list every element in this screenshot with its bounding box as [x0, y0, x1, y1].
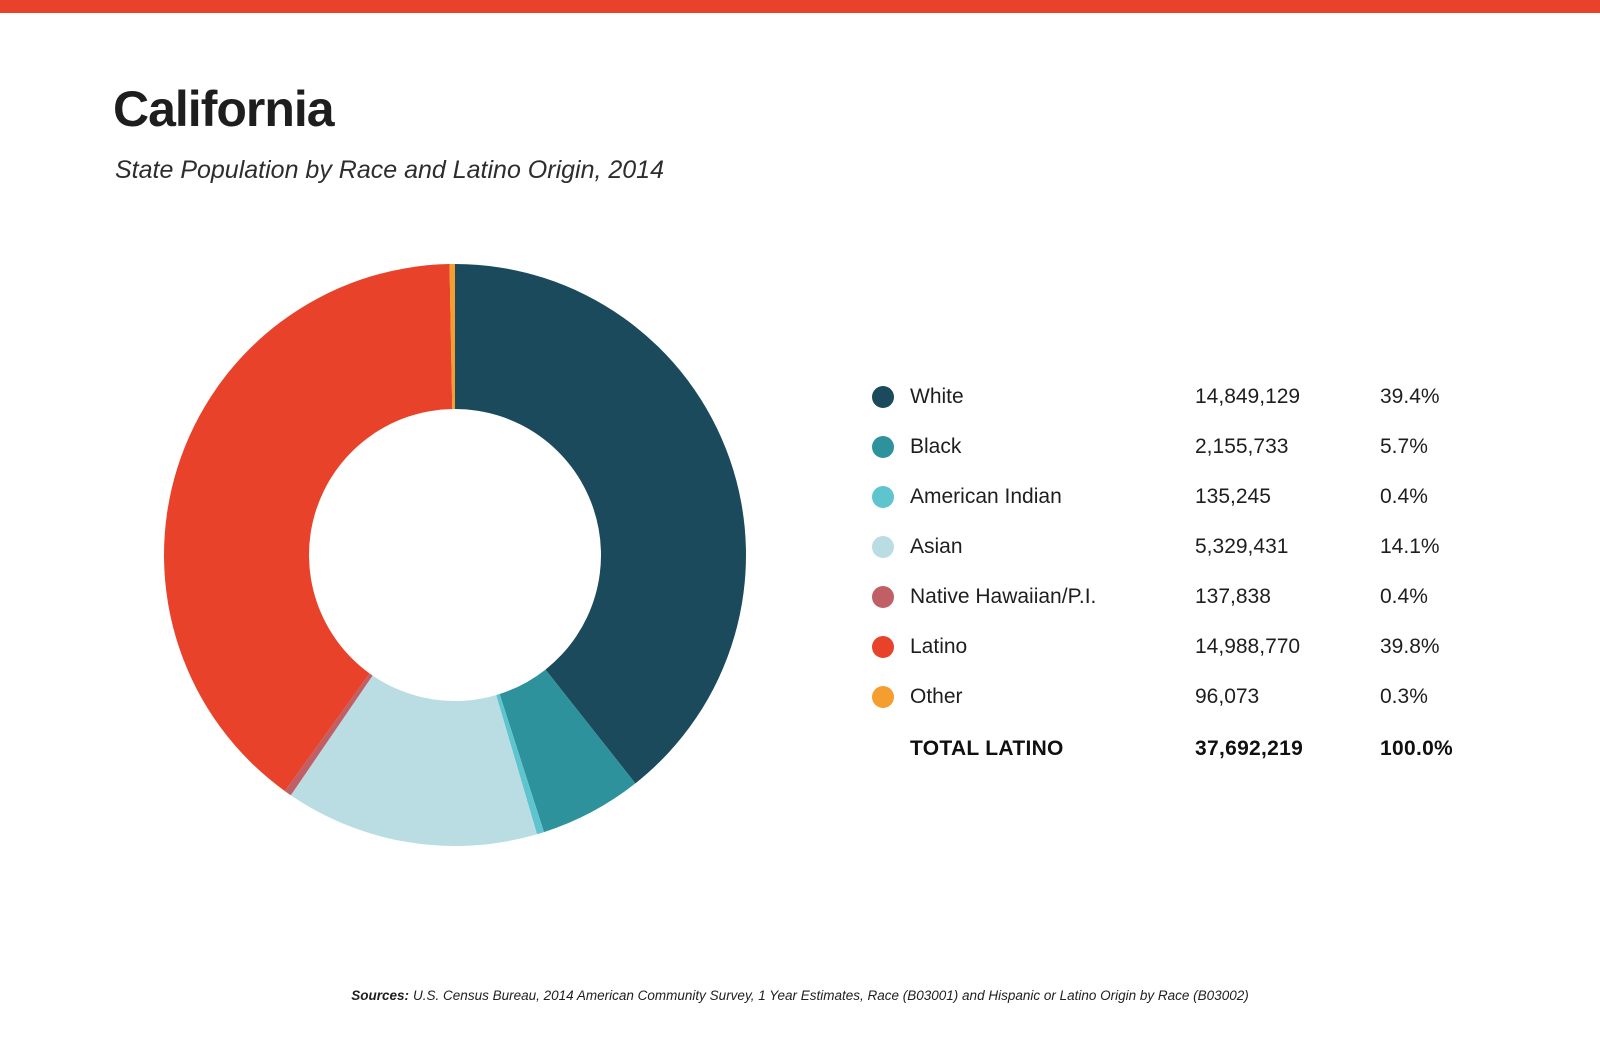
legend-color-dot: [872, 536, 894, 558]
legend-row: Native Hawaiian/P.I. 137,838 0.4%: [872, 572, 1512, 622]
legend-value: 137,838: [1195, 585, 1271, 608]
legend-value: 135,245: [1195, 485, 1271, 508]
legend-label: Black: [910, 435, 962, 458]
legend-label: American Indian: [910, 485, 1062, 508]
legend-label: Asian: [910, 535, 963, 558]
legend-total-row: TOTAL LATINO 37,692,219 100.0%: [872, 722, 1512, 776]
legend-percent: 0.3%: [1380, 685, 1428, 708]
legend-row: Black 2,155,733 5.7%: [872, 422, 1512, 472]
legend: White 14,849,129 39.4% Black 2,155,733 5.7% Am…: [872, 372, 1512, 776]
legend-total-percent: 100.0%: [1380, 737, 1454, 760]
legend-color-dot: [872, 686, 894, 708]
legend-value: 96,073: [1195, 685, 1260, 708]
legend-percent: 5.7%: [1380, 435, 1428, 458]
legend-value: 5,329,431: [1195, 535, 1289, 558]
donut-segment-native-hawaiian-p-i: [284, 673, 373, 796]
donut-segment-asian: [290, 675, 537, 846]
legend-color-dot: [872, 486, 894, 508]
legend-row: American Indian 135,245 0.4%: [872, 472, 1512, 522]
donut-segment-white: [455, 264, 746, 784]
legend-label: White: [910, 385, 964, 408]
legend-label: Latino: [910, 635, 968, 658]
donut-chart: [164, 264, 746, 846]
legend-row: White 14,849,129 39.4%: [872, 372, 1512, 422]
legend-value: 2,155,733: [1195, 435, 1289, 458]
sources-label: Sources:: [351, 988, 410, 1003]
legend-value: 14,988,770: [1195, 635, 1301, 658]
donut-segment-other: [449, 264, 455, 410]
legend-row: Asian 5,329,431 14.1%: [872, 522, 1512, 572]
page-subtitle: State Population by Race and Latino Orig…: [115, 156, 664, 184]
sources-footer: Sources: U.S. Census Bureau, 2014 America…: [0, 988, 1600, 1003]
legend-percent: 39.8%: [1380, 635, 1440, 658]
sources-text: U.S. Census Bureau, 2014 American Commun…: [413, 988, 1249, 1003]
donut-segment-latino: [164, 264, 453, 792]
legend-color-dot: [872, 386, 894, 408]
donut-segment-american-indian: [496, 694, 544, 835]
legend-row: Latino 14,988,770 39.8%: [872, 622, 1512, 672]
legend-total-value: 37,692,219: [1195, 737, 1304, 760]
legend-label: Native Hawaiian/P.I.: [910, 585, 1097, 608]
donut-segment-black: [499, 669, 636, 833]
legend-value: 14,849,129: [1195, 385, 1301, 408]
legend-color-dot: [872, 436, 894, 458]
page-title: California: [113, 81, 335, 137]
legend-color-dot: [872, 586, 894, 608]
legend-total-label: TOTAL LATINO: [910, 737, 1064, 760]
donut-chart-container: [163, 263, 747, 847]
legend-percent: 0.4%: [1380, 585, 1428, 608]
legend-label: Other: [910, 685, 963, 708]
legend-percent: 0.4%: [1380, 485, 1428, 508]
legend-percent: 39.4%: [1380, 385, 1440, 408]
legend-percent: 14.1%: [1380, 535, 1440, 558]
legend-row: Other 96,073 0.3%: [872, 672, 1512, 722]
top-accent-bar: [0, 0, 1600, 13]
legend-color-dot: [872, 636, 894, 658]
